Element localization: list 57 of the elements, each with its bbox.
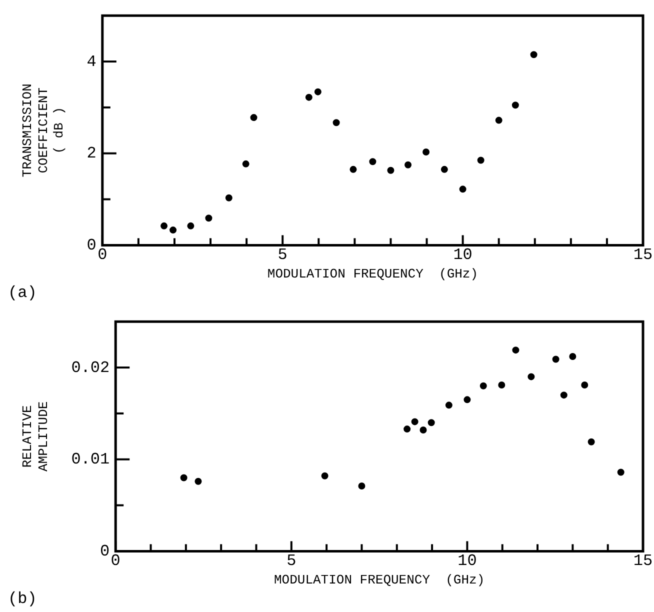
text: (b) [8, 590, 37, 608]
point [530, 51, 538, 58]
point [225, 194, 232, 202]
point [581, 381, 588, 388]
point [512, 346, 520, 354]
x-tick-label: 15 [633, 246, 653, 264]
point [350, 166, 357, 173]
x-tick-label: 5 [278, 246, 288, 264]
point [411, 418, 418, 426]
point [387, 166, 394, 174]
point [170, 226, 177, 234]
x-tick-label: 5 [286, 552, 296, 570]
x-axis-title: MODULATION FREQUENCY (GHz) [274, 572, 485, 588]
point [404, 161, 412, 168]
point [205, 214, 212, 222]
point [459, 186, 466, 193]
y-tick-label: 0.01 [71, 450, 110, 469]
x-tick-label: 10 [458, 552, 477, 570]
point [477, 156, 484, 164]
point [445, 402, 452, 409]
y-axis-title: TRANSMISSION COEFFICIENT ( dB ) [20, 84, 66, 178]
point [560, 392, 568, 399]
point [187, 222, 194, 230]
point [404, 426, 411, 433]
x-tick-label: 10 [453, 246, 472, 264]
point [194, 478, 202, 485]
point [528, 373, 535, 380]
point [552, 356, 560, 363]
y-axis-title: RELATIVE AMPLITUDE [20, 401, 51, 472]
y-tick-label: 4 [86, 52, 96, 71]
point [420, 426, 427, 434]
y-tick-label: 2 [86, 144, 96, 163]
point [358, 482, 366, 490]
point [495, 116, 502, 124]
point [588, 438, 595, 446]
x-tick-label: 15 [633, 552, 653, 570]
point [428, 419, 435, 426]
point [242, 160, 250, 168]
point [617, 468, 624, 476]
point [305, 94, 312, 101]
point [160, 222, 168, 230]
point [180, 474, 188, 482]
text: (a) [8, 284, 37, 302]
point [464, 396, 471, 404]
x-axis-title: MODULATION FREQUENCY (GHz) [267, 266, 478, 282]
point [314, 88, 322, 96]
point [498, 381, 506, 388]
y-tick-label: 0.02 [71, 358, 110, 377]
point [480, 382, 487, 390]
point [569, 353, 576, 360]
point [321, 472, 328, 480]
point [369, 158, 376, 166]
point [422, 148, 430, 156]
point [512, 102, 519, 109]
point [440, 166, 448, 173]
point [250, 114, 258, 122]
point [332, 119, 340, 126]
